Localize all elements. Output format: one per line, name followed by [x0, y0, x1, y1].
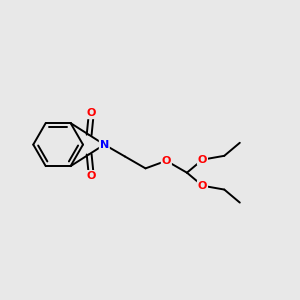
Text: O: O [162, 156, 171, 166]
Text: O: O [198, 155, 207, 165]
Text: O: O [87, 171, 96, 181]
Text: O: O [87, 108, 96, 118]
Text: O: O [198, 181, 207, 191]
Text: N: N [100, 140, 109, 150]
